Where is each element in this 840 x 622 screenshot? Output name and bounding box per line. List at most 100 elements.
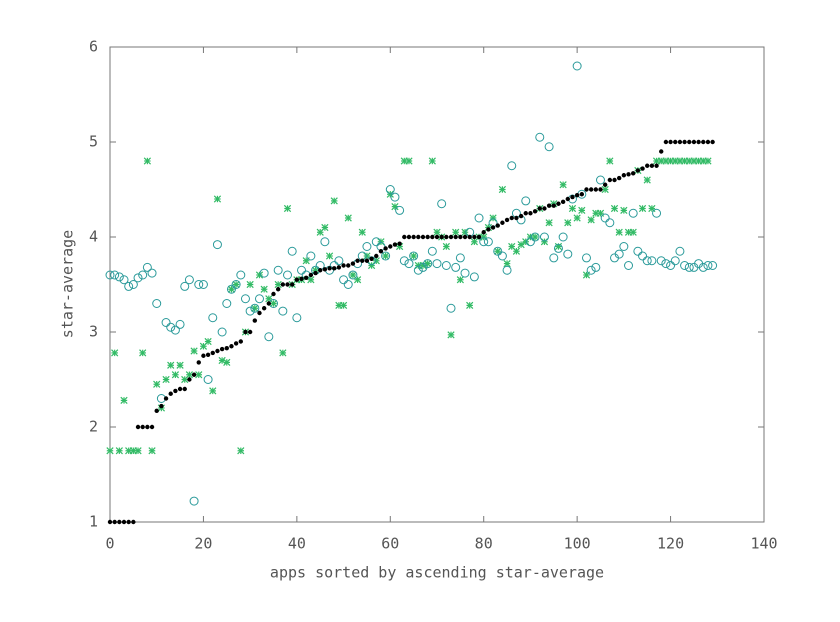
asterisk-point: [582, 271, 591, 279]
circle-point: [642, 256, 652, 266]
circle-point: [409, 251, 419, 261]
asterisk-point: [176, 361, 184, 369]
asterisk-stroke: [615, 228, 623, 236]
asterisk-point: [643, 176, 651, 184]
dot-point: [495, 223, 500, 228]
asterisk-point: [601, 185, 609, 194]
plot-frame: [109, 46, 765, 523]
circle-point: [283, 270, 293, 280]
dot-point: [565, 196, 570, 202]
circle-point: [469, 272, 479, 282]
asterisk-point: [162, 375, 170, 384]
asterisk-point: [195, 371, 203, 379]
asterisk-point: [480, 233, 488, 241]
asterisk-point: [615, 228, 623, 236]
asterisk-stroke: [111, 349, 119, 357]
circle-point: [474, 213, 484, 223]
asterisk-stroke: [325, 252, 334, 260]
dot-point: [243, 329, 248, 335]
circle-point: [614, 249, 624, 259]
dot-point: [635, 168, 641, 173]
asterisk-stroke: [321, 223, 329, 232]
dot-point: [275, 287, 281, 292]
circle-point: [680, 261, 690, 270]
asterisk-point: [596, 209, 605, 217]
asterisk-point: [181, 375, 189, 384]
dot-point: [537, 206, 542, 211]
asterisk-point: [573, 214, 581, 222]
asterisk-point: [167, 361, 175, 369]
asterisk-point: [153, 380, 161, 388]
asterisk-stroke: [424, 259, 432, 268]
dot-point: [542, 206, 547, 211]
dot-point: [238, 339, 243, 344]
circle-point: [437, 199, 447, 209]
asterisk-stroke: [638, 204, 647, 213]
asterisk-stroke: [204, 337, 212, 346]
asterisk-stroke: [213, 195, 222, 203]
asterisk-stroke: [573, 214, 581, 222]
dot-point: [682, 139, 687, 145]
dot-point: [430, 234, 435, 240]
dot-point: [140, 424, 145, 430]
x-tick-label: 60: [381, 535, 399, 553]
asterisk-stroke: [596, 209, 605, 217]
asterisk-stroke: [307, 276, 315, 284]
circle-point: [175, 319, 185, 329]
circle-point: [530, 232, 540, 242]
dot-point: [159, 403, 164, 409]
circle-point: [194, 280, 204, 289]
dot-point: [631, 171, 636, 176]
dot-point: [523, 211, 528, 216]
circle-point: [451, 262, 461, 272]
asterisk-stroke: [162, 375, 170, 384]
asterisk-point: [405, 157, 413, 165]
dot-point: [616, 175, 622, 181]
dot-point: [528, 211, 533, 216]
circle-point: [521, 196, 531, 206]
circle-point: [231, 280, 241, 289]
asterisk-point: [115, 447, 123, 455]
asterisk-stroke: [466, 301, 474, 310]
asterisk-stroke: [148, 447, 156, 455]
asterisk-stroke: [106, 447, 114, 455]
dot-point: [247, 329, 253, 335]
dot-point: [117, 519, 122, 525]
asterisk-stroke: [540, 238, 549, 246]
x-tick-label: 20: [194, 535, 212, 553]
dot-point: [346, 263, 351, 268]
dot-point: [173, 388, 178, 394]
dot-point: [453, 234, 458, 240]
circle-point: [297, 265, 307, 275]
dot-point: [645, 163, 650, 168]
circle-point: [110, 270, 120, 280]
asterisk-point: [190, 347, 198, 355]
asterisk-stroke: [246, 280, 254, 289]
asterisk-stroke: [143, 157, 151, 165]
dot-point: [458, 234, 463, 240]
asterisk-stroke: [587, 216, 595, 224]
circle-point: [339, 275, 349, 285]
asterisk-stroke: [153, 380, 161, 388]
asterisk-stroke: [171, 371, 180, 379]
circle-point: [460, 268, 470, 278]
asterisk-point: [424, 259, 432, 268]
circle-point: [381, 251, 391, 261]
dot-point: [612, 177, 617, 183]
dot-point: [107, 519, 113, 525]
circle-point: [483, 237, 493, 247]
dot-point: [332, 266, 337, 271]
circle-point: [147, 268, 157, 278]
y-tick-label: 2: [89, 418, 98, 436]
circle-point: [455, 253, 465, 263]
dot-point: [654, 163, 659, 168]
y-tick-label: 3: [89, 323, 98, 341]
circle-point: [558, 232, 568, 242]
circle-point: [306, 251, 316, 261]
asterisk-point: [274, 280, 282, 289]
asterisk-stroke: [353, 276, 362, 284]
circle-point: [348, 270, 358, 280]
asterisk-point: [139, 349, 147, 357]
dot-point: [154, 408, 159, 414]
